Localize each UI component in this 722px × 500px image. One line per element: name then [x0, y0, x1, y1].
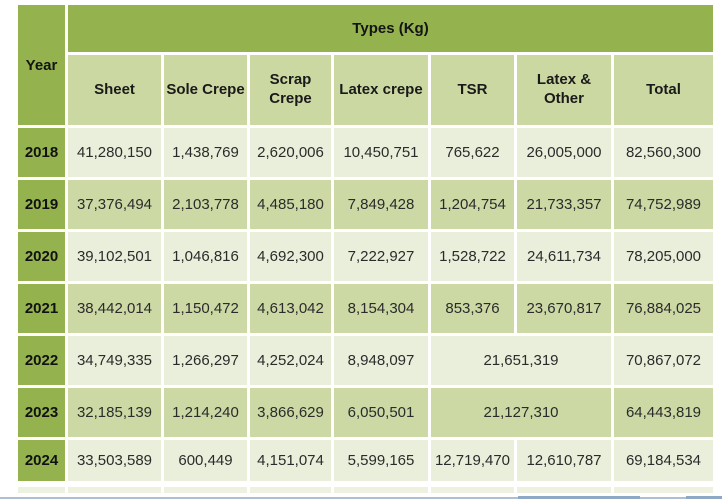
- year-column-header: Year: [18, 5, 65, 125]
- data-cell-latex-crepe: 8,948,097: [334, 336, 428, 385]
- data-cell-scrap-crepe: 4,252,024: [250, 336, 331, 385]
- partial-cell: [68, 487, 161, 493]
- col-header-tsr: TSR: [431, 55, 514, 125]
- data-cell-sole-crepe: 600,449: [164, 440, 247, 481]
- data-cell-tsr: 12,719,470: [431, 440, 514, 481]
- data-cell-scrap-crepe: 3,866,629: [250, 388, 331, 437]
- partial-cell: [18, 487, 65, 493]
- table-row: 2023 32,185,139 1,214,240 3,866,629 6,05…: [18, 388, 713, 437]
- table-row: 2020 39,102,501 1,046,816 4,692,300 7,22…: [18, 232, 713, 281]
- col-header-sole-crepe: Sole Crepe: [164, 55, 247, 125]
- data-cell-latex-other: 12,610,787: [517, 440, 611, 481]
- data-cell-total: 64,443,819: [614, 388, 713, 437]
- data-cell-tsr: 1,528,722: [431, 232, 514, 281]
- data-cell-latex-other: 23,670,817: [517, 284, 611, 333]
- data-cell-latex-crepe: 8,154,304: [334, 284, 428, 333]
- data-cell-sole-crepe: 1,214,240: [164, 388, 247, 437]
- data-cell-latex-other: 21,733,357: [517, 180, 611, 229]
- data-cell-total: 69,184,534: [614, 440, 713, 481]
- data-cell-latex-other: 24,611,734: [517, 232, 611, 281]
- table-row: 2019 37,376,494 2,103,778 4,485,180 7,84…: [18, 180, 713, 229]
- partial-cell: [334, 487, 428, 493]
- table-title: Types (Kg): [68, 5, 713, 52]
- year-cell: 2022: [18, 336, 65, 385]
- data-cell-scrap-crepe: 4,613,042: [250, 284, 331, 333]
- table-row: 2024 33,503,589 600,449 4,151,074 5,599,…: [18, 440, 713, 481]
- partial-cell: [250, 487, 331, 493]
- data-cell-sheet: 41,280,150: [68, 128, 161, 177]
- table-row: 2021 38,442,014 1,150,472 4,613,042 8,15…: [18, 284, 713, 333]
- year-cell: 2020: [18, 232, 65, 281]
- data-cell-sheet: 37,376,494: [68, 180, 161, 229]
- data-cell-sole-crepe: 1,150,472: [164, 284, 247, 333]
- data-cell-scrap-crepe: 4,151,074: [250, 440, 331, 481]
- partial-cell: [164, 487, 247, 493]
- data-cell-latex-other: 26,005,000: [517, 128, 611, 177]
- col-header-latex-other: Latex & Other: [517, 55, 611, 125]
- page-edge-line-segment: [518, 496, 640, 499]
- data-cell-total: 78,205,000: [614, 232, 713, 281]
- year-cell: 2018: [18, 128, 65, 177]
- data-cell-tsr: 765,622: [431, 128, 514, 177]
- data-cell-latex-crepe: 7,222,927: [334, 232, 428, 281]
- data-cell-total: 74,752,989: [614, 180, 713, 229]
- col-header-latex-crepe: Latex crepe: [334, 55, 428, 125]
- data-cell-sheet: 32,185,139: [68, 388, 161, 437]
- data-cell-total: 76,884,025: [614, 284, 713, 333]
- data-cell-latex-crepe: 5,599,165: [334, 440, 428, 481]
- data-cell-latex-crepe: 6,050,501: [334, 388, 428, 437]
- partial-next-row: [15, 487, 713, 493]
- data-cell-sheet: 38,442,014: [68, 284, 161, 333]
- page-edge-line: [0, 497, 722, 499]
- data-cell-scrap-crepe: 4,485,180: [250, 180, 331, 229]
- page-edge-line-segment: [686, 496, 722, 499]
- data-cell-sheet: 39,102,501: [68, 232, 161, 281]
- data-cell-scrap-crepe: 2,620,006: [250, 128, 331, 177]
- partial-cell: [614, 487, 713, 493]
- year-cell: 2019: [18, 180, 65, 229]
- partial-cell: [517, 487, 611, 493]
- data-cell-total: 70,867,072: [614, 336, 713, 385]
- year-cell: 2023: [18, 388, 65, 437]
- col-header-total: Total: [614, 55, 713, 125]
- data-cell-tsr-latex-other-merged: 21,651,319: [431, 336, 611, 385]
- data-cell-sole-crepe: 1,438,769: [164, 128, 247, 177]
- data-cell-tsr: 1,204,754: [431, 180, 514, 229]
- table-row: 2018 41,280,150 1,438,769 2,620,006 10,4…: [18, 128, 713, 177]
- data-cell-sole-crepe: 1,046,816: [164, 232, 247, 281]
- data-cell-latex-crepe: 10,450,751: [334, 128, 428, 177]
- data-cell-tsr-latex-other-merged: 21,127,310: [431, 388, 611, 437]
- data-cell-sheet: 34,749,335: [68, 336, 161, 385]
- data-cell-latex-crepe: 7,849,428: [334, 180, 428, 229]
- data-cell-sole-crepe: 2,103,778: [164, 180, 247, 229]
- col-header-scrap-crepe: Scrap Crepe: [250, 55, 331, 125]
- data-cell-total: 82,560,300: [614, 128, 713, 177]
- data-cell-sheet: 33,503,589: [68, 440, 161, 481]
- table-row: 2022 34,749,335 1,266,297 4,252,024 8,94…: [18, 336, 713, 385]
- data-cell-sole-crepe: 1,266,297: [164, 336, 247, 385]
- data-cell-tsr: 853,376: [431, 284, 514, 333]
- rubber-production-table: Year Types (Kg) Sheet Sole Crepe Scrap C…: [15, 2, 716, 484]
- col-header-sheet: Sheet: [68, 55, 161, 125]
- data-cell-scrap-crepe: 4,692,300: [250, 232, 331, 281]
- year-cell: 2024: [18, 440, 65, 481]
- partial-cell: [431, 487, 514, 493]
- year-cell: 2021: [18, 284, 65, 333]
